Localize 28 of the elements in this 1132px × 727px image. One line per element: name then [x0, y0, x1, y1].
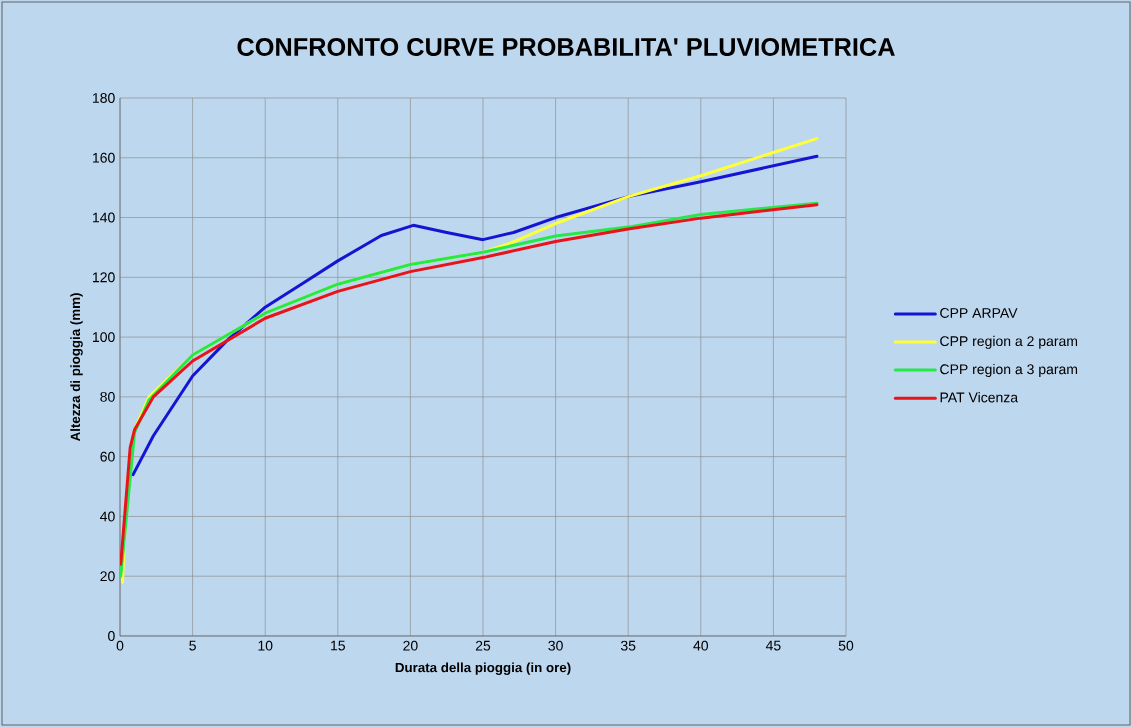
y-tick-label: 80: [100, 391, 115, 402]
x-tick-label: 20: [403, 640, 418, 651]
x-tick-label: 0: [116, 640, 124, 651]
y-tick-label: 140: [93, 212, 115, 223]
x-tick-label: 40: [693, 640, 709, 651]
legend-label: CPP ARPAV: [940, 308, 1018, 318]
y-axis-title: Altezza di pioggia (mm): [70, 293, 83, 442]
y-tick-label: 40: [100, 511, 115, 522]
y-tick-label: 60: [100, 451, 115, 462]
legend-label: PAT Vicenza: [940, 392, 1019, 403]
x-tick-label: 5: [189, 640, 196, 651]
x-tick-label: 50: [838, 640, 854, 651]
x-tick-label: 25: [475, 640, 491, 651]
y-tick-label: 160: [93, 152, 115, 163]
x-tick-label: 35: [620, 640, 636, 651]
x-tick-label: 45: [765, 640, 781, 651]
legend-label: CPP region a 2 param: [940, 335, 1078, 349]
y-tick-label: 180: [93, 93, 115, 103]
y-tick-label: 0: [108, 631, 115, 641]
x-axis-title: Durata della pioggia (in ore): [395, 662, 571, 675]
x-tick-label: 15: [331, 640, 345, 651]
chart-title: CONFRONTO CURVE PROBABILITA' PLUVIOMETRICA: [237, 38, 895, 56]
y-tick-label: 20: [100, 571, 115, 582]
y-tick-label: 100: [93, 332, 115, 343]
y-tick-label: 120: [93, 272, 115, 283]
legend-label: CPP region a 3 param: [940, 363, 1078, 377]
x-tick-label: 10: [258, 640, 273, 651]
x-tick-label: 30: [548, 640, 563, 651]
